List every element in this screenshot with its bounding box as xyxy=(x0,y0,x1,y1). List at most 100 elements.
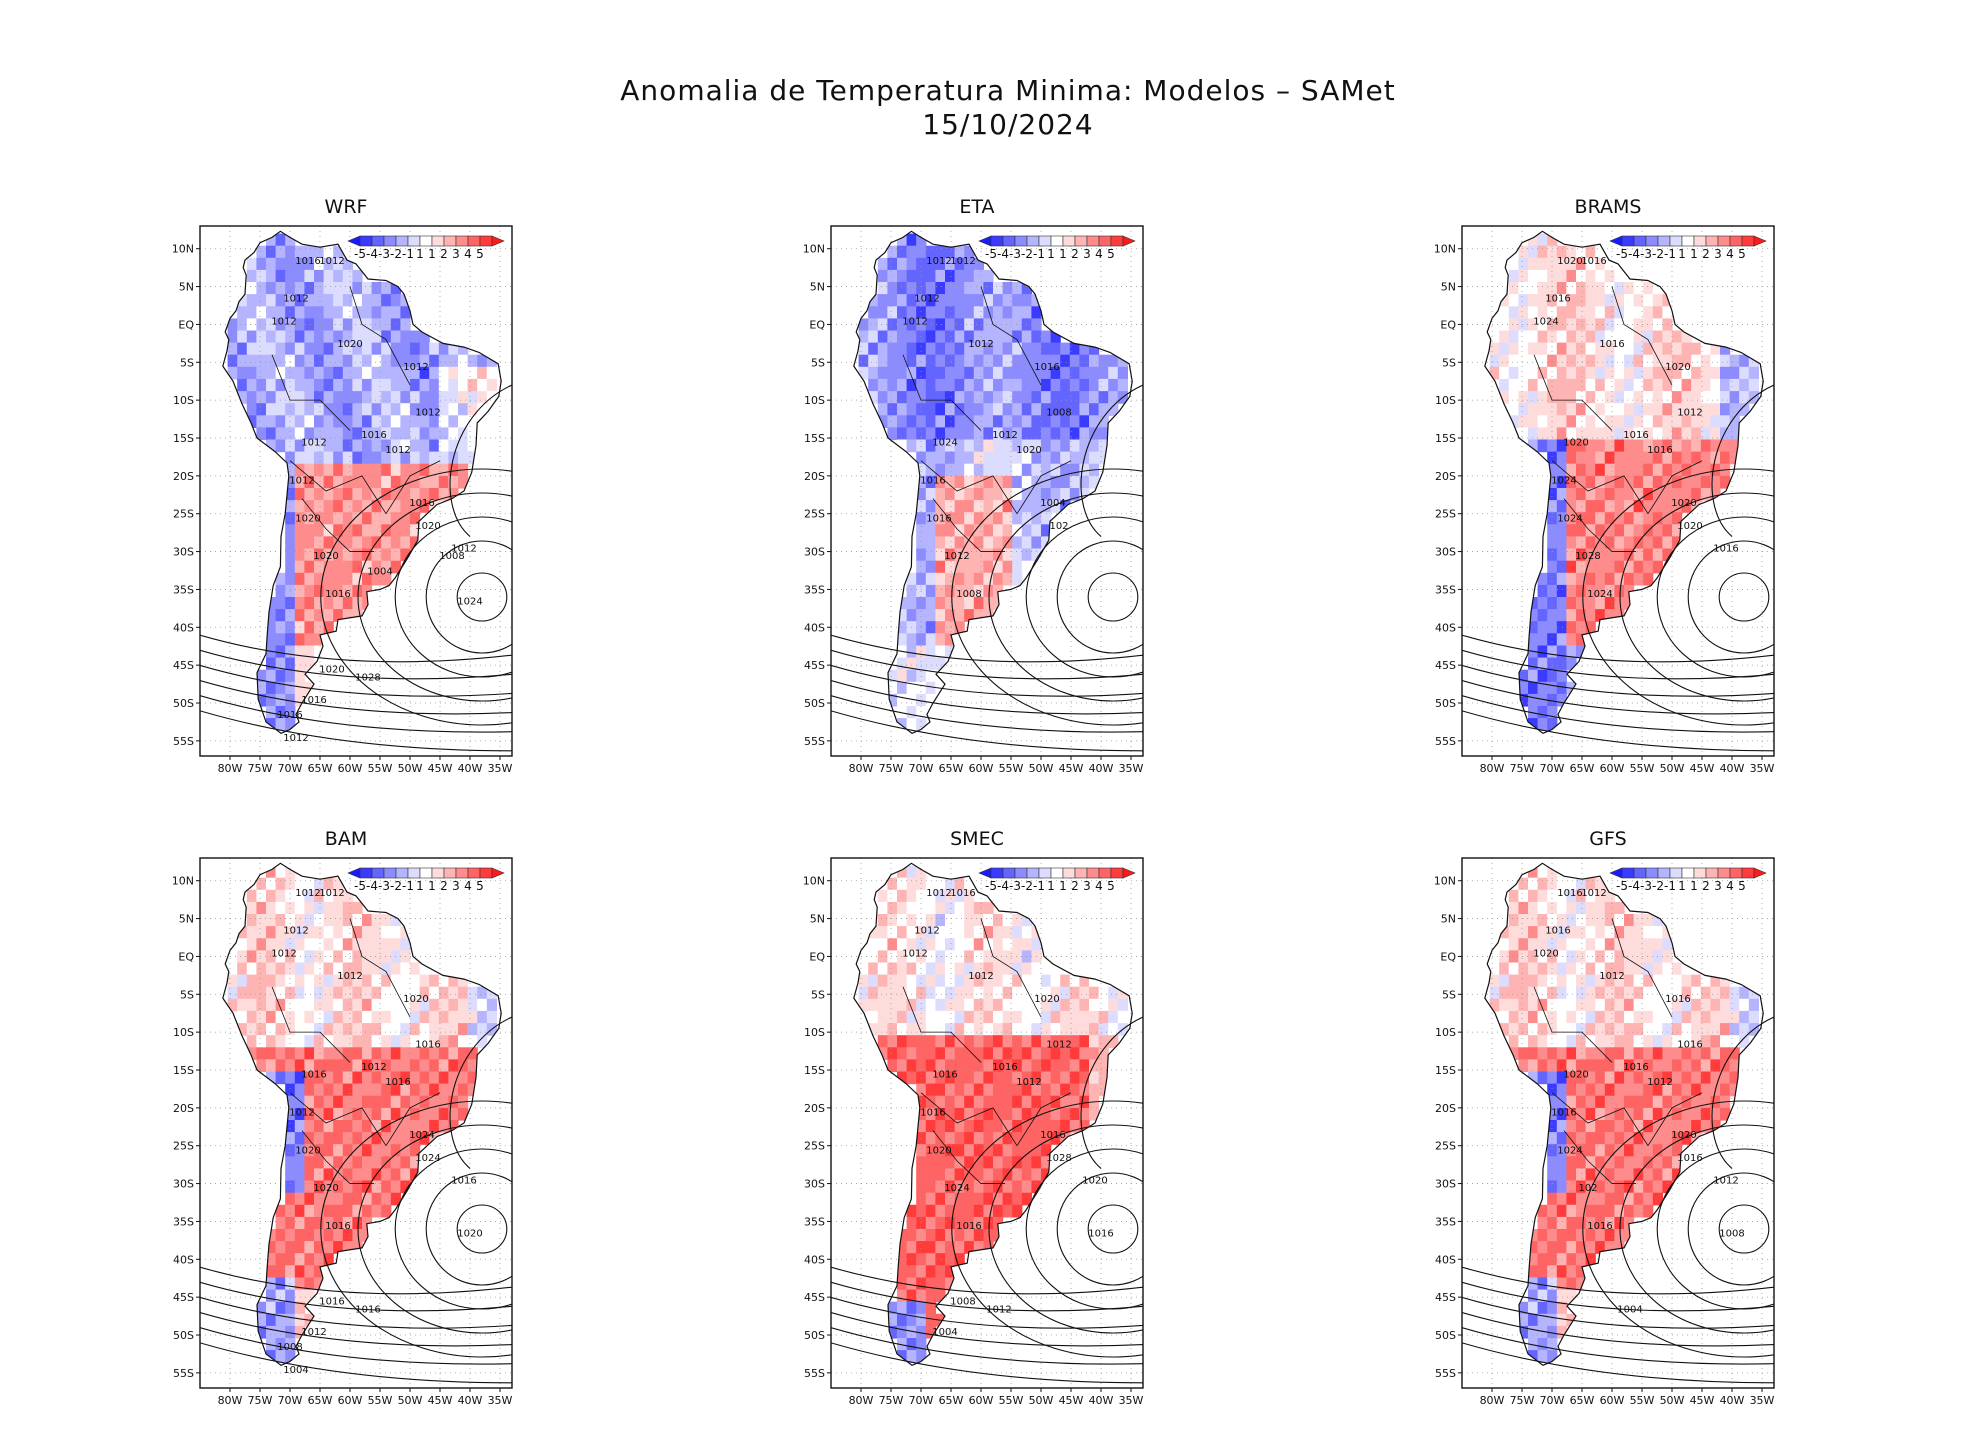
anomaly-cell xyxy=(1624,318,1635,332)
anomaly-cell xyxy=(925,354,936,368)
anomaly-cell xyxy=(1547,451,1558,465)
anomaly-cell xyxy=(1012,1095,1023,1109)
anomaly-cell xyxy=(1633,926,1644,939)
anomaly-cell xyxy=(1537,1047,1548,1060)
lon-label: 55W xyxy=(999,762,1024,775)
isobar-label: 1012 xyxy=(283,926,308,937)
anomaly-cell xyxy=(983,1229,994,1242)
anomaly-cell xyxy=(868,1023,879,1036)
anomaly-cell xyxy=(1002,1192,1013,1206)
anomaly-cell xyxy=(1700,451,1711,465)
anomaly-cell xyxy=(1012,427,1023,441)
anomaly-cell xyxy=(1537,1241,1548,1254)
colorbar-arrow-right xyxy=(491,235,505,247)
anomaly-cell xyxy=(964,1047,975,1060)
anomaly-cell xyxy=(1585,318,1596,332)
colorbar-label: 5 xyxy=(1107,247,1115,261)
lon-label: 40W xyxy=(458,1394,483,1407)
anomaly-cell xyxy=(1624,415,1635,428)
anomaly-cell xyxy=(333,342,344,356)
anomaly-cell xyxy=(1050,974,1061,988)
anomaly-cell xyxy=(352,1168,363,1182)
anomaly-cell xyxy=(993,1035,1004,1048)
anomaly-cell xyxy=(1720,415,1731,428)
anomaly-cell xyxy=(237,950,248,964)
anomaly-cell xyxy=(1041,475,1052,489)
anomaly-cell xyxy=(419,986,430,1000)
anomaly-cell xyxy=(1624,512,1635,525)
anomaly-cell xyxy=(1700,1010,1711,1024)
isobar-label: 1020 xyxy=(926,1145,951,1156)
anomaly-cell xyxy=(1604,1083,1615,1097)
anomaly-cell xyxy=(887,282,898,295)
anomaly-cell xyxy=(294,1168,305,1182)
anomaly-cell xyxy=(993,524,1004,537)
anomaly-cell xyxy=(1566,1120,1577,1133)
anomaly-cell xyxy=(1585,597,1596,610)
anomaly-cell xyxy=(1604,512,1615,525)
anomaly-cell xyxy=(1566,1071,1577,1085)
anomaly-cell xyxy=(1041,488,1052,501)
anomaly-cell xyxy=(1012,1107,1023,1121)
anomaly-cell xyxy=(868,998,879,1012)
anomaly-cell xyxy=(1624,439,1635,453)
anomaly-cell xyxy=(1691,488,1702,501)
anomaly-cell xyxy=(371,294,382,307)
anomaly-cell xyxy=(1547,1120,1558,1133)
anomaly-cell xyxy=(945,282,956,295)
lon-label: 45W xyxy=(1690,762,1715,775)
anomaly-cell xyxy=(1614,986,1625,1000)
anomaly-cell xyxy=(1556,1047,1567,1060)
anomaly-cell xyxy=(275,1023,286,1036)
colorbar-swatch xyxy=(1038,235,1052,247)
colorbar-label: 1 xyxy=(1047,879,1055,893)
anomaly-cell xyxy=(1050,366,1061,380)
anomaly-cell xyxy=(294,609,305,622)
anomaly-cell xyxy=(381,463,392,477)
colorbar-swatch xyxy=(467,235,481,247)
anomaly-cell xyxy=(1108,366,1119,380)
lat-label: 5N xyxy=(179,913,194,926)
anomaly-cell xyxy=(294,439,305,453)
anomaly-cell xyxy=(342,427,353,441)
anomaly-cell xyxy=(304,512,315,525)
anomaly-cell xyxy=(925,1265,936,1278)
anomaly-cell xyxy=(1576,950,1587,964)
lat-label: 10N xyxy=(172,875,194,888)
anomaly-cell xyxy=(1012,415,1023,428)
anomaly-cell xyxy=(1624,378,1635,392)
anomaly-cell xyxy=(352,1010,363,1024)
anomaly-cell xyxy=(945,1083,956,1097)
anomaly-cell xyxy=(1585,1216,1596,1230)
anomaly-cell xyxy=(916,914,927,927)
anomaly-cell xyxy=(925,572,936,586)
anomaly-cell xyxy=(964,901,975,915)
anomaly-cell xyxy=(304,415,315,428)
anomaly-cell xyxy=(438,378,449,392)
anomaly-cell xyxy=(1595,1144,1606,1157)
anomaly-cell xyxy=(1576,475,1587,489)
anomaly-cell xyxy=(266,1350,277,1363)
country-border xyxy=(385,460,441,514)
anomaly-cell xyxy=(1652,354,1663,368)
anomaly-cell xyxy=(1041,391,1052,404)
isobar-trough-1 xyxy=(831,1281,1143,1312)
anomaly-cell xyxy=(1547,342,1558,356)
anomaly-cell xyxy=(887,378,898,392)
anomaly-cell xyxy=(945,1035,956,1048)
anomaly-cell xyxy=(429,439,440,453)
anomaly-cell xyxy=(1098,1035,1109,1048)
colorbar-label: -3 xyxy=(378,879,390,893)
anomaly-cell xyxy=(1021,1168,1032,1182)
anomaly-cell xyxy=(945,877,956,891)
anomaly-cell xyxy=(1700,1107,1711,1121)
anomaly-cell xyxy=(1662,974,1673,988)
anomaly-cell xyxy=(1098,427,1109,441)
anomaly-cell xyxy=(477,403,488,416)
anomaly-cell xyxy=(964,1120,975,1133)
anomaly-cell xyxy=(906,330,917,344)
anomaly-cell xyxy=(294,926,305,939)
anomaly-cell xyxy=(858,962,869,976)
anomaly-cell xyxy=(1643,914,1654,927)
anomaly-cell xyxy=(973,257,984,271)
